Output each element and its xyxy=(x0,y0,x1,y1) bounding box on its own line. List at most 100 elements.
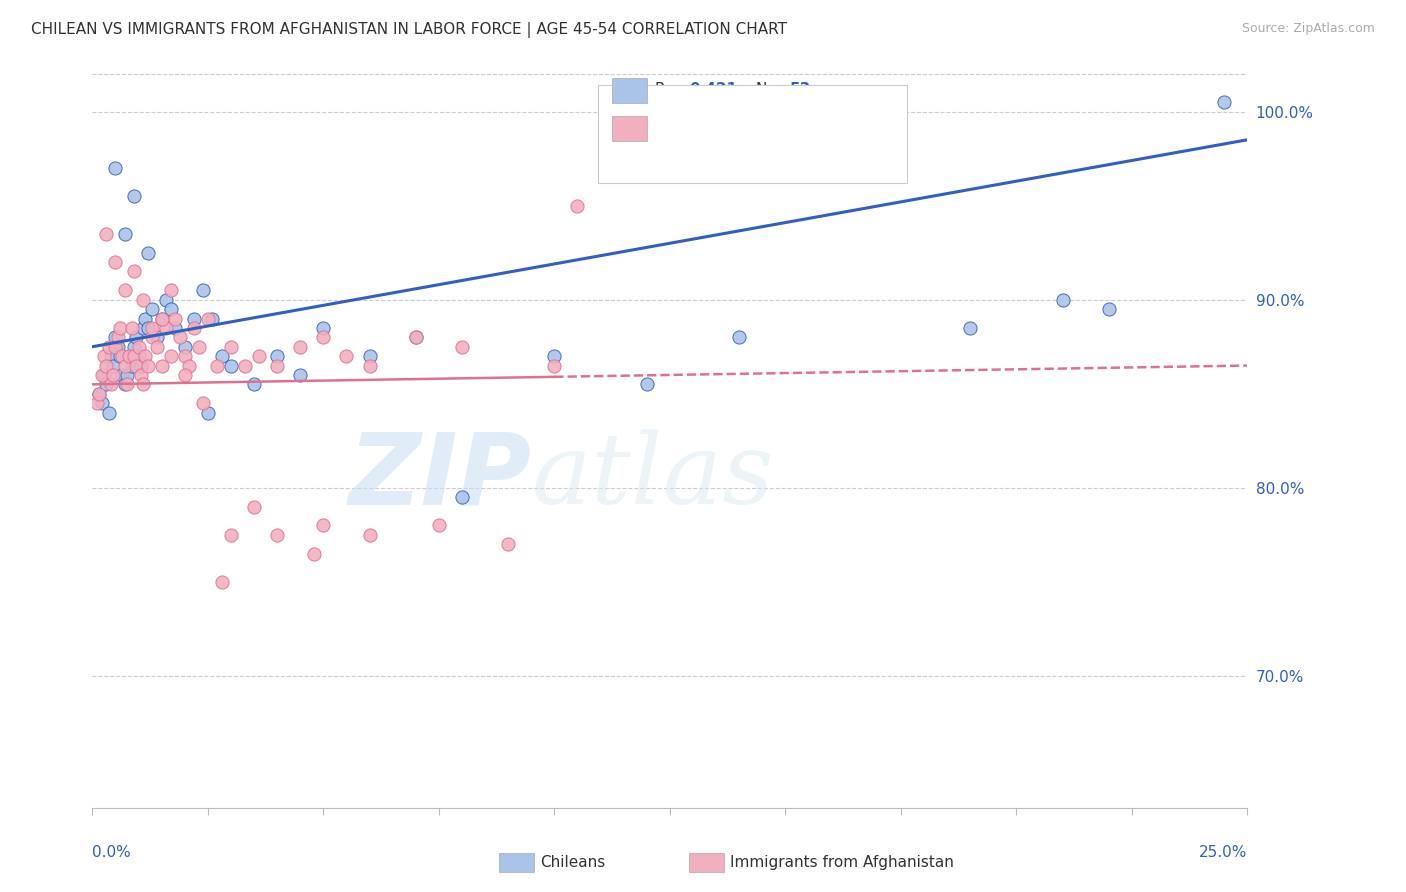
Text: N =: N = xyxy=(756,82,790,96)
Text: 0.0%: 0.0% xyxy=(93,846,131,860)
Point xyxy=(155,293,177,307)
Point xyxy=(122,189,145,203)
Point xyxy=(134,349,156,363)
Text: 53: 53 xyxy=(790,82,811,96)
Point xyxy=(193,396,215,410)
Point xyxy=(128,340,150,354)
Point xyxy=(219,359,242,373)
Point xyxy=(405,330,427,344)
Point xyxy=(134,311,156,326)
Point xyxy=(193,283,215,297)
Point xyxy=(118,349,141,363)
Point xyxy=(427,518,450,533)
Text: Immigrants from Afghanistan: Immigrants from Afghanistan xyxy=(730,855,953,870)
Point xyxy=(89,386,111,401)
Point xyxy=(89,386,111,401)
Point xyxy=(104,340,127,354)
Point xyxy=(90,368,112,382)
Text: Source: ZipAtlas.com: Source: ZipAtlas.com xyxy=(1241,22,1375,36)
Point xyxy=(165,321,187,335)
Point xyxy=(136,321,159,335)
Point xyxy=(567,199,589,213)
Point xyxy=(302,547,325,561)
Point xyxy=(312,321,335,335)
Text: R =: R = xyxy=(655,82,689,96)
Point xyxy=(104,255,127,269)
Point xyxy=(125,330,148,344)
Point xyxy=(290,340,312,354)
Point xyxy=(114,283,136,297)
Point xyxy=(100,349,122,363)
Point xyxy=(197,406,219,420)
Point xyxy=(266,349,288,363)
Point xyxy=(96,377,118,392)
Point xyxy=(111,349,134,363)
Point xyxy=(146,330,169,344)
Point xyxy=(114,227,136,241)
Point xyxy=(150,311,173,326)
Point xyxy=(233,359,256,373)
Point xyxy=(150,359,173,373)
Point xyxy=(132,293,155,307)
Point xyxy=(160,283,183,297)
Point xyxy=(121,321,143,335)
Point xyxy=(451,490,474,504)
Point xyxy=(160,302,183,317)
Point xyxy=(543,359,565,373)
Text: 67: 67 xyxy=(790,120,811,135)
Point xyxy=(107,330,129,344)
Point xyxy=(97,406,120,420)
Point xyxy=(107,340,129,354)
Text: 25.0%: 25.0% xyxy=(1199,846,1247,860)
Point xyxy=(211,574,233,589)
Point xyxy=(543,349,565,363)
Point xyxy=(243,500,266,514)
Point xyxy=(179,359,201,373)
Point xyxy=(129,359,152,373)
Point xyxy=(959,321,981,335)
Point xyxy=(243,377,266,392)
Point xyxy=(1052,293,1074,307)
Point xyxy=(90,396,112,410)
Text: Chileans: Chileans xyxy=(540,855,605,870)
Point xyxy=(97,340,120,354)
Text: R =: R = xyxy=(655,120,689,135)
Point xyxy=(290,368,312,382)
Point xyxy=(114,359,136,373)
Point xyxy=(160,349,183,363)
Point xyxy=(111,368,134,382)
Point xyxy=(205,359,228,373)
Text: 0.421: 0.421 xyxy=(689,82,737,96)
Point xyxy=(173,349,195,363)
Point xyxy=(114,377,136,392)
Point xyxy=(132,377,155,392)
Point xyxy=(104,330,127,344)
Point xyxy=(108,349,131,363)
Point xyxy=(122,340,145,354)
Point xyxy=(115,377,138,392)
Point xyxy=(136,245,159,260)
Point xyxy=(141,330,163,344)
Point xyxy=(86,396,108,410)
Point xyxy=(100,377,122,392)
Point xyxy=(219,340,242,354)
Point xyxy=(247,349,270,363)
Text: ZIP: ZIP xyxy=(349,428,531,525)
Text: atlas: atlas xyxy=(531,429,773,524)
Text: CHILEAN VS IMMIGRANTS FROM AFGHANISTAN IN LABOR FORCE | AGE 45-54 CORRELATION CH: CHILEAN VS IMMIGRANTS FROM AFGHANISTAN I… xyxy=(31,22,787,38)
Point xyxy=(155,321,177,335)
Point xyxy=(359,349,381,363)
Point xyxy=(173,340,195,354)
Point xyxy=(122,349,145,363)
Point xyxy=(312,330,335,344)
Point xyxy=(146,340,169,354)
Point xyxy=(1098,302,1121,317)
Point xyxy=(266,359,288,373)
Text: 0.029: 0.029 xyxy=(689,120,737,135)
Point xyxy=(173,368,195,382)
Point xyxy=(141,302,163,317)
Point xyxy=(93,368,115,382)
Point xyxy=(165,311,187,326)
Point xyxy=(183,311,205,326)
Point xyxy=(359,528,381,542)
